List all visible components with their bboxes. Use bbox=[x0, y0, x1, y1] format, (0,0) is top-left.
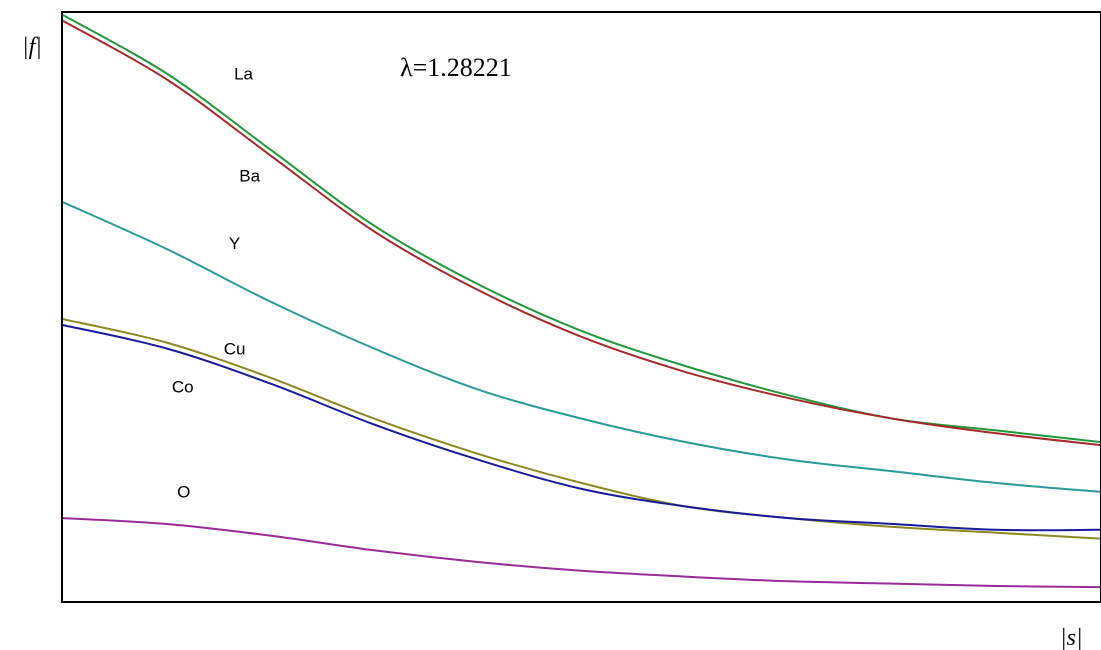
series-line-y bbox=[62, 201, 1101, 493]
series-label-la: La bbox=[234, 64, 253, 83]
y-axis-label: |f| bbox=[22, 34, 42, 60]
series-line-ba bbox=[62, 20, 1101, 446]
label-layer: La Ba Y Cu Co O bbox=[172, 64, 261, 501]
series-label-ba: Ba bbox=[239, 167, 260, 186]
lambda-annotation: λ=1.28221 bbox=[400, 53, 512, 82]
series-layer bbox=[62, 14, 1101, 589]
series-label-cu: Cu bbox=[224, 339, 246, 358]
series-line-o bbox=[62, 517, 1101, 589]
series-line-la bbox=[62, 14, 1101, 443]
series-label-y: Y bbox=[229, 234, 240, 253]
series-label-o: O bbox=[177, 483, 190, 502]
series-line-co bbox=[62, 324, 1101, 532]
plot-frame bbox=[61, 11, 1101, 603]
series-line-cu bbox=[62, 318, 1101, 540]
series-label-co: Co bbox=[172, 377, 194, 396]
x-axis-label: |s| bbox=[1060, 625, 1083, 650]
